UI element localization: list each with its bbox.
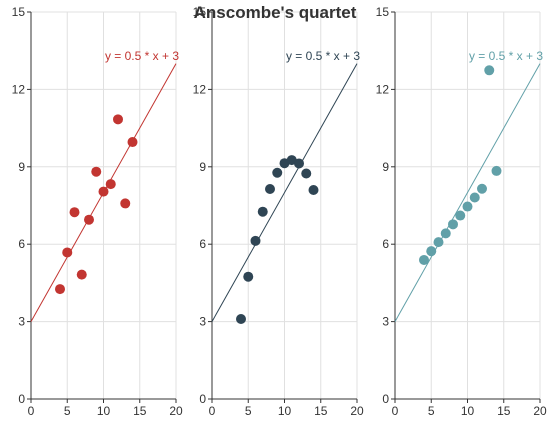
- data-point: [491, 165, 502, 176]
- data-point: [257, 206, 268, 217]
- data-point: [484, 65, 495, 76]
- data-point: [308, 185, 319, 196]
- data-point: [76, 269, 87, 280]
- x-tick-label: 10: [97, 404, 111, 418]
- x-tick-label: 0: [392, 404, 399, 418]
- y-tick-label: 0: [18, 392, 25, 406]
- data-point: [62, 247, 73, 258]
- data-point: [272, 167, 283, 178]
- data-point: [98, 186, 109, 197]
- data-point: [105, 179, 116, 190]
- data-point: [113, 114, 123, 125]
- data-point: [91, 166, 102, 177]
- y-tick-label: 0: [382, 392, 389, 406]
- data-point: [301, 168, 312, 179]
- x-tick-label: 15: [497, 404, 511, 418]
- y-tick-label: 12: [376, 82, 390, 96]
- y-tick-label: 6: [18, 237, 25, 251]
- y-tick-label: 9: [382, 160, 389, 174]
- data-point: [426, 246, 437, 257]
- y-tick-label: 9: [18, 160, 25, 174]
- data-point: [84, 214, 94, 225]
- y-tick-label: 3: [18, 315, 25, 329]
- data-point: [243, 271, 254, 282]
- data-point: [433, 237, 444, 248]
- data-point: [448, 219, 458, 230]
- y-tick-label: 3: [382, 315, 389, 329]
- x-tick-label: 0: [28, 404, 35, 418]
- panel-1: 0 3 6 9 12 15 0 5 10 15 20 y = 0.5 * x + 3: [12, 5, 183, 418]
- data-point: [236, 314, 246, 325]
- x-tick-label: 20: [169, 404, 183, 418]
- data-point: [419, 254, 429, 265]
- y-tick-label: 15: [193, 5, 207, 19]
- data-point: [55, 284, 65, 295]
- data-point: [250, 235, 261, 246]
- panel-2: 0 3 6 9 12 15 0 5 10 15 20 y = 0.5 * x + 3: [193, 5, 364, 418]
- y-tick-label: 6: [199, 237, 206, 251]
- data-point: [69, 207, 80, 218]
- y-tick-label: 15: [376, 5, 390, 19]
- x-tick-label: 10: [461, 404, 475, 418]
- y-tick-label: 3: [199, 315, 206, 329]
- x-tick-label: 5: [64, 404, 71, 418]
- panel-3: 0 3 6 9 12 15 0 5 10 15 20 y = 0.5 * x + 3: [376, 5, 547, 418]
- y-tick-label: 12: [193, 82, 207, 96]
- x-tick-label: 20: [350, 404, 364, 418]
- data-point: [455, 210, 466, 221]
- data-point: [462, 201, 473, 212]
- data-point: [120, 198, 131, 209]
- trend-line: [394, 63, 541, 322]
- data-point: [469, 192, 480, 203]
- trend-line: [211, 63, 358, 322]
- y-tick-label: 6: [382, 237, 389, 251]
- x-tick-label: 0: [209, 404, 216, 418]
- trend-label: y = 0.5 * x + 3: [286, 49, 360, 63]
- data-point: [440, 228, 451, 239]
- x-tick-label: 5: [428, 404, 435, 418]
- y-tick-label: 9: [199, 160, 206, 174]
- trend-label: y = 0.5 * x + 3: [105, 49, 179, 63]
- x-tick-label: 15: [133, 404, 147, 418]
- x-tick-label: 20: [533, 404, 547, 418]
- x-tick-label: 5: [245, 404, 252, 418]
- x-tick-label: 15: [314, 404, 328, 418]
- trend-label: y = 0.5 * x + 3: [469, 49, 543, 63]
- y-tick-label: 15: [12, 5, 26, 19]
- y-tick-label: 0: [199, 392, 206, 406]
- data-point: [127, 137, 138, 148]
- data-point: [477, 183, 487, 194]
- data-point: [294, 158, 304, 169]
- chart-title: Anscombe's quartet: [193, 3, 357, 22]
- x-tick-label: 10: [278, 404, 292, 418]
- y-tick-label: 12: [12, 82, 26, 96]
- data-point: [265, 183, 275, 194]
